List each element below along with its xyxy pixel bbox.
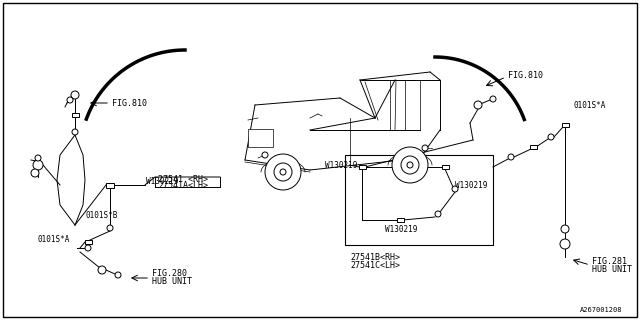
Circle shape [435, 211, 441, 217]
Bar [248, 129, 273, 147]
Circle shape [33, 160, 43, 170]
Circle shape [265, 154, 301, 190]
Text: 0101S*A: 0101S*A [573, 100, 605, 109]
Text: W130219: W130219 [455, 180, 488, 189]
Text: HUB UNIT: HUB UNIT [152, 276, 192, 285]
Text: A267001208: A267001208 [580, 307, 623, 313]
Circle shape [422, 145, 428, 151]
Circle shape [452, 186, 458, 192]
Text: 27541A<LH>: 27541A<LH> [158, 180, 208, 189]
Bar [345, 155, 493, 245]
Circle shape [98, 266, 106, 274]
Bar [442, 165, 449, 169]
Circle shape [31, 169, 39, 177]
Text: FIG.810: FIG.810 [112, 99, 147, 108]
Text: 27541 <RH>: 27541 <RH> [158, 175, 208, 185]
Text: W130219: W130219 [325, 161, 357, 170]
Text: W130219: W130219 [146, 178, 179, 187]
Circle shape [67, 97, 73, 103]
Bar [358, 165, 365, 169]
Circle shape [115, 272, 121, 278]
Text: 0101S*B: 0101S*B [85, 211, 117, 220]
Bar [84, 240, 92, 244]
Bar [397, 218, 403, 222]
Circle shape [561, 225, 569, 233]
Circle shape [407, 162, 413, 168]
Circle shape [401, 156, 419, 174]
Circle shape [280, 169, 286, 175]
Circle shape [490, 96, 496, 102]
Bar [529, 145, 536, 149]
Circle shape [508, 154, 514, 160]
Text: 0101S*A: 0101S*A [38, 236, 70, 244]
Text: W130219: W130219 [385, 226, 417, 235]
Circle shape [392, 147, 428, 183]
Bar [561, 123, 568, 127]
Circle shape [548, 134, 554, 140]
Circle shape [72, 129, 78, 135]
Text: FIG.281: FIG.281 [592, 258, 627, 267]
Circle shape [560, 239, 570, 249]
Text: FIG.280: FIG.280 [152, 269, 187, 278]
Bar [106, 182, 114, 188]
Text: FIG.810: FIG.810 [508, 70, 543, 79]
Text: 27541B<RH>: 27541B<RH> [350, 252, 400, 261]
Circle shape [262, 152, 268, 158]
Circle shape [71, 91, 79, 99]
Circle shape [274, 163, 292, 181]
Text: HUB UNIT: HUB UNIT [592, 266, 632, 275]
Circle shape [474, 101, 482, 109]
Circle shape [85, 245, 91, 251]
Circle shape [107, 225, 113, 231]
Bar [72, 113, 79, 117]
Text: 27541C<LH>: 27541C<LH> [350, 260, 400, 269]
Circle shape [35, 155, 41, 161]
